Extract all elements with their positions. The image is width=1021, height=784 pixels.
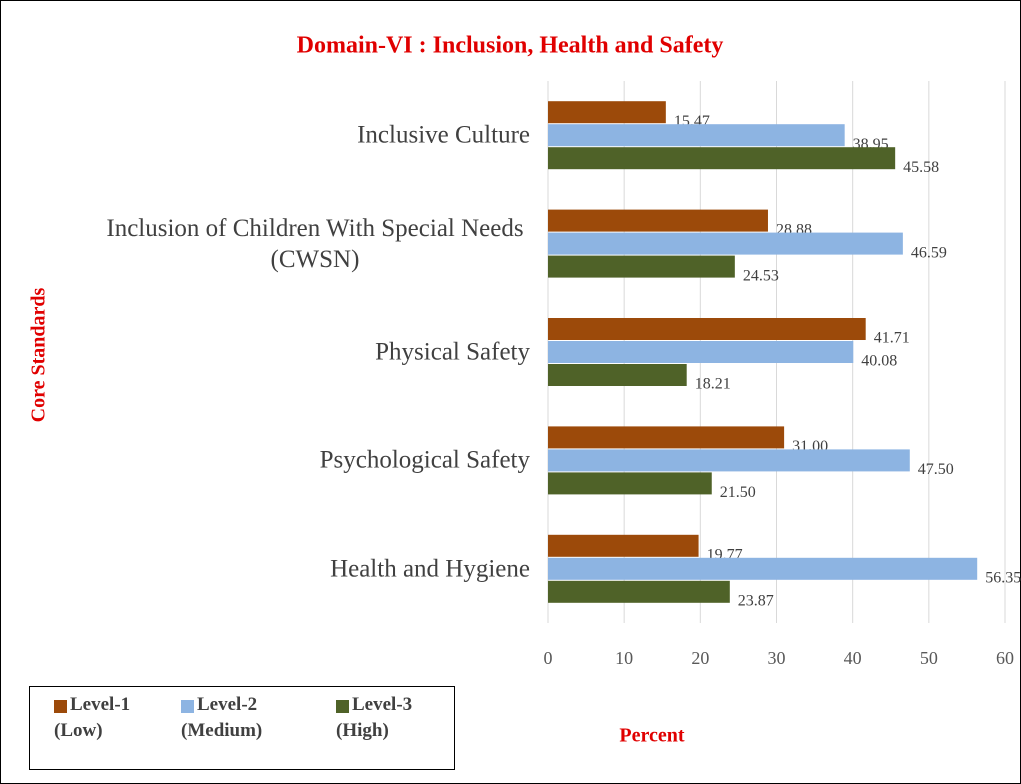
bar xyxy=(548,426,785,449)
bar xyxy=(548,557,978,580)
legend-label: Level-1 (Low) xyxy=(54,694,131,741)
legend-swatch xyxy=(181,700,194,713)
data-label: 23.87 xyxy=(738,592,774,609)
x-tick-label: 20 xyxy=(691,648,709,668)
bar xyxy=(548,255,735,278)
bar xyxy=(548,147,896,170)
bar xyxy=(548,534,699,557)
bar xyxy=(548,124,845,147)
chart-title: Domain-VI : Inclusion, Health and Safety xyxy=(297,33,724,59)
x-tick-label: 60 xyxy=(996,648,1014,668)
bar xyxy=(548,472,712,495)
data-label: 24.53 xyxy=(743,267,779,284)
legend: Level-1 (Low) Level-2 (Medium) Level-3 (Hi… xyxy=(29,686,455,770)
x-tick-label: 0 xyxy=(544,648,553,668)
data-label: 21.50 xyxy=(720,484,756,501)
x-tick-label: 50 xyxy=(920,648,938,668)
y-axis-label: Core Standards xyxy=(28,287,50,422)
x-tick-label: 30 xyxy=(768,648,786,668)
bar xyxy=(548,232,903,255)
data-label: 41.71 xyxy=(874,330,910,347)
bar xyxy=(548,449,910,472)
data-label: 56.35 xyxy=(985,569,1021,586)
y-tick-label: Physical Safety xyxy=(375,337,530,368)
x-tick-label: 10 xyxy=(615,648,633,668)
x-axis-label: Percent xyxy=(619,725,684,747)
x-tick-label: 40 xyxy=(844,648,862,668)
data-label: 40.08 xyxy=(861,353,897,370)
data-label: 46.59 xyxy=(911,244,947,261)
bar xyxy=(548,101,666,124)
data-label: 45.58 xyxy=(903,159,939,176)
y-tick-label: Psychological Safety xyxy=(320,445,530,476)
bar xyxy=(548,364,687,386)
legend-swatch xyxy=(336,700,349,713)
legend-label: Level-3 (High) xyxy=(336,694,413,741)
category-label: Inclusion of Children With Special Needs… xyxy=(106,214,524,273)
y-tick-label: Inclusive Culture xyxy=(357,120,530,151)
category-label: Psychological Safety xyxy=(319,446,530,474)
legend-swatch xyxy=(54,700,67,713)
bar xyxy=(548,580,730,603)
category-label: Inclusive Culture xyxy=(357,121,530,149)
category-label: Health and Hygiene xyxy=(330,555,530,583)
data-label: 18.21 xyxy=(695,376,731,393)
legend-label: Level-2 (Medium) xyxy=(181,694,263,741)
data-label: 47.50 xyxy=(918,461,954,478)
bar xyxy=(548,318,866,340)
category-label: Physical Safety xyxy=(375,338,530,366)
y-tick-label: Inclusion of Children With Special Needs… xyxy=(100,213,530,275)
y-tick-label: Health and Hygiene xyxy=(330,553,530,584)
bar xyxy=(548,209,768,232)
bar xyxy=(548,341,854,363)
